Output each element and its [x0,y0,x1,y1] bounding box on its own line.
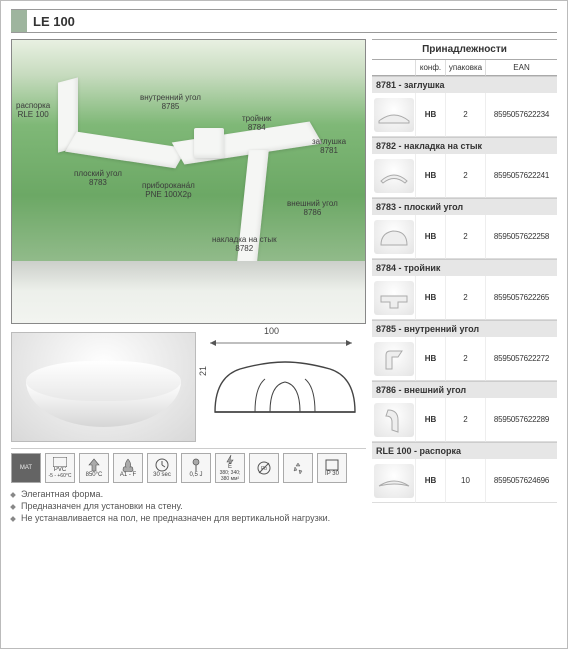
accessory-ean: 8595057622234 [486,93,557,137]
diagram-label-nakladka: накладка на стык8782 [212,236,277,254]
diagram-label-vneshniy_ugol: внешний угол8786 [287,200,338,218]
spec-icon-pvc: PVC-5 - +60°C [45,453,75,483]
accessory-thumb [374,464,414,498]
accessory-thumb [374,403,414,437]
accessories-title: Принадлежности [372,39,557,60]
svg-text:Pb: Pb [261,466,267,472]
accessory-name: RLE 100 - распорка [372,442,557,459]
icon-strip: MATPVC-5 - +60°C850°CA1 - F30 sec0,5 JE3… [11,448,366,483]
title-tab [11,10,27,32]
accessory-pack: 2 [446,93,486,137]
diagram-label-priborokanal: приборокана́лPNE 100X2p [142,182,195,200]
notes-list: Элегантная форма. Предназначен для устано… [11,489,366,523]
accessory-pack: 2 [446,398,486,442]
accessory-pack: 2 [446,154,486,198]
accessory-conf: HB [416,276,446,320]
accessory-pack: 10 [446,459,486,503]
accessory-thumb [374,220,414,254]
accessory-thumb [374,159,414,193]
accessory-name: 8784 - тройник [372,259,557,276]
accessory-thumb [374,98,414,132]
diagram-hero: распоркаRLE 100 внутренний угол8785 тройни… [11,39,366,324]
accessory-name: 8785 - внутренний угол [372,320,557,337]
product-photo [11,332,196,442]
accessory-RLE 100: RLE 100 - распоркаHB108595057624696 [372,442,557,503]
accessory-conf: HB [416,154,446,198]
accessory-pack: 2 [446,337,486,381]
diagram-label-vnutr_ugol: внутренний угол8785 [140,94,201,112]
accessory-pack: 2 [446,215,486,259]
accessory-thumb [374,342,414,376]
note-0: Элегантная форма. [11,489,366,499]
accessory-row: HB28595057622272 [372,337,557,381]
accessory-ean: 8595057622289 [486,398,557,442]
accessory-ean: 8595057622272 [486,337,557,381]
accessory-ean: 8595057624696 [486,459,557,503]
accessory-pack: 2 [446,276,486,320]
accessory-8785: 8785 - внутренний уголHB28595057622272 [372,320,557,381]
accessory-8781: 8781 - заглушкаHB28595057622234 [372,76,557,137]
accessory-conf: HB [416,337,446,381]
title-bar: LE 100 [11,9,557,33]
spec-icon-mat: MAT [11,453,41,483]
accessory-name: 8782 - накладка на стык [372,137,557,154]
diagram-label-ploskiy_ugol: плоский угол8783 [74,170,122,188]
accessory-ean: 8595057622258 [486,215,557,259]
col-conf: конф. [416,60,446,76]
accessory-thumb [374,281,414,315]
accessory-name: 8786 - внешний угол [372,381,557,398]
accessory-ean: 8595057622265 [486,276,557,320]
accessory-conf: HB [416,215,446,259]
accessory-8784: 8784 - тройникHB28595057622265 [372,259,557,320]
spec-icon-rec [283,453,313,483]
col-pack: упаковка [446,60,486,76]
spec-icon-impact: 0,5 J [181,453,211,483]
spec-icon-ip: IP 30 [317,453,347,483]
note-1: Предназначен для установки на стену. [11,501,366,511]
accessory-ean: 8595057622241 [486,154,557,198]
accessory-conf: HB [416,93,446,137]
note-2: Не устанавливается на пол, не предназнач… [11,513,366,523]
cross-section: 100 21 [204,332,366,442]
accessory-row: HB28595057622289 [372,398,557,442]
accessory-row: HB28595057622265 [372,276,557,320]
spec-icon-elec: E380; 340; 380 мм² [215,453,245,483]
accessory-conf: HB [416,459,446,503]
product-title: LE 100 [33,14,75,29]
dim-height: 21 [198,366,208,376]
accessory-8782: 8782 - накладка на стыкHB28595057622241 [372,137,557,198]
accessory-name: 8781 - заглушка [372,76,557,93]
spec-icon-fire: A1 - F [113,453,143,483]
accessory-8783: 8783 - плоский уголHB28595057622258 [372,198,557,259]
col-ean: EAN [486,60,557,76]
accessory-row: HB28595057622241 [372,154,557,198]
spec-icon-pbfree: Pb [249,453,279,483]
diagram-label-zaglushka: заглушка8781 [312,138,346,156]
spec-icon-clock: 30 sec [147,453,177,483]
dim-width: 100 [264,326,279,336]
accessory-conf: HB [416,398,446,442]
diagram-label-rasporka: распоркаRLE 100 [16,102,50,120]
diagram-label-troynik: тройник8784 [242,115,271,133]
accessory-row: HB28595057622234 [372,93,557,137]
accessory-row: HB28595057622258 [372,215,557,259]
accessory-row: HB108595057624696 [372,459,557,503]
accessories-list: 8781 - заглушкаHB285950576222348782 - на… [372,76,557,503]
accessories-header: конф. упаковка EAN [372,60,557,76]
accessory-8786: 8786 - внешний уголHB28595057622289 [372,381,557,442]
spec-icon-temp: 850°C [79,453,109,483]
accessory-name: 8783 - плоский угол [372,198,557,215]
